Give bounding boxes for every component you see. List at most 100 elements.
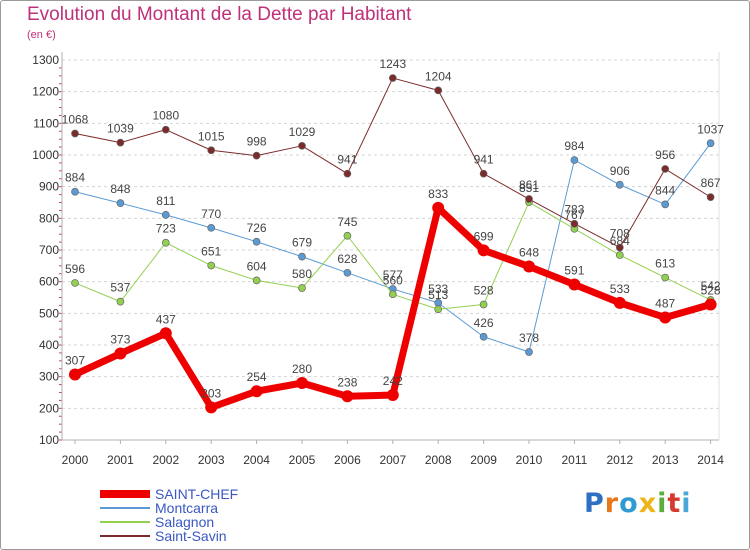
logo-letter: P	[584, 488, 605, 519]
data-point	[568, 278, 581, 291]
data-label: 811	[156, 194, 175, 208]
data-label: 513	[428, 288, 448, 302]
data-point	[207, 146, 216, 155]
data-label: 708	[610, 226, 630, 240]
data-label: 560	[383, 273, 403, 287]
data-label: 699	[474, 229, 494, 243]
data-label: 884	[65, 171, 85, 185]
data-label: 851	[519, 181, 539, 195]
x-tick-label: 2012	[606, 453, 633, 467]
data-point	[116, 199, 125, 207]
x-tick-label: 2010	[516, 453, 543, 467]
data-label: 1243	[379, 57, 406, 71]
data-label: 651	[201, 245, 221, 259]
data-point	[71, 187, 79, 196]
data-point	[613, 296, 626, 309]
data-label: 533	[428, 282, 448, 296]
x-tick-label: 2014	[697, 453, 724, 467]
y-tick-label: 700	[39, 243, 59, 257]
data-point	[298, 252, 306, 261]
data-point	[207, 223, 216, 232]
legend-label: Saint-Savin	[155, 528, 227, 544]
data-point	[386, 389, 399, 402]
data-label: 767	[564, 208, 584, 222]
legend-label: Salagnon	[155, 514, 215, 530]
logo-letter: x	[638, 488, 658, 519]
data-point	[477, 244, 490, 257]
logo-letter: r	[604, 488, 620, 519]
data-label: 528	[701, 283, 721, 297]
data-point	[525, 195, 533, 203]
y-tick-label: 100	[39, 433, 59, 447]
data-point	[205, 401, 218, 414]
data-label: 1039	[107, 122, 134, 136]
x-tick-label: 2008	[425, 453, 452, 467]
legend-swatch	[100, 507, 150, 509]
data-point	[434, 305, 443, 314]
data-label: 1204	[425, 69, 452, 83]
y-tick-label: 1200	[32, 85, 59, 99]
data-label: 307	[65, 353, 85, 367]
x-tick-label: 2007	[379, 453, 406, 467]
logo-letter: i	[681, 488, 692, 519]
data-label: 941	[474, 153, 494, 167]
logo-letter: o	[619, 488, 639, 519]
data-label: 1080	[152, 109, 179, 123]
data-point	[341, 390, 354, 403]
x-tick-label: 2005	[289, 453, 316, 467]
data-point	[706, 139, 715, 148]
data-point	[479, 300, 488, 309]
x-tick-label: 2001	[107, 453, 134, 467]
data-label: 238	[337, 375, 357, 389]
y-tick-label: 1100	[33, 116, 59, 130]
data-label: 577	[383, 268, 403, 282]
data-label: 628	[337, 252, 357, 266]
data-label: 203	[201, 386, 221, 400]
logo-letter: t	[667, 488, 682, 519]
data-point	[161, 125, 170, 134]
data-point	[570, 219, 579, 228]
data-label: 580	[292, 267, 312, 281]
y-tick-label: 400	[39, 338, 59, 352]
data-label: 591	[564, 264, 584, 278]
legend-swatch	[100, 521, 150, 523]
data-point	[298, 284, 306, 292]
data-point	[343, 231, 352, 240]
data-point	[69, 368, 81, 381]
data-label: 280	[292, 362, 312, 376]
data-point	[388, 290, 397, 299]
x-tick-label: 2004	[243, 453, 270, 467]
data-label: 378	[519, 331, 539, 345]
x-tick-label: 2013	[652, 453, 679, 467]
data-point	[250, 385, 263, 398]
data-label: 487	[655, 296, 675, 310]
data-label: 613	[655, 257, 675, 271]
data-label: 984	[564, 139, 584, 153]
data-point	[434, 86, 443, 95]
data-label: 861	[519, 178, 539, 192]
y-tick-label: 800	[39, 211, 59, 225]
data-point	[479, 332, 488, 341]
legend-swatch	[100, 490, 150, 498]
data-point	[615, 243, 624, 252]
proxiti-logo: Proxiti	[584, 488, 692, 519]
data-label: 437	[156, 312, 176, 326]
chart-title: Evolution du Montant de la Dette par Hab…	[27, 4, 412, 25]
data-point	[207, 261, 216, 270]
data-point	[343, 268, 352, 277]
data-point	[296, 377, 308, 389]
data-point	[388, 74, 397, 82]
data-label: 254	[247, 370, 267, 384]
data-point	[706, 193, 715, 201]
x-tick-label: 2006	[334, 453, 361, 467]
data-point	[659, 311, 672, 324]
data-label: 604	[247, 259, 267, 273]
data-point	[252, 276, 261, 285]
data-label: 542	[701, 279, 721, 293]
logo-letter: i	[657, 488, 668, 519]
data-label: 770	[201, 207, 221, 221]
data-label: 833	[428, 187, 448, 201]
data-label: 941	[337, 153, 357, 167]
data-label: 373	[110, 333, 130, 347]
